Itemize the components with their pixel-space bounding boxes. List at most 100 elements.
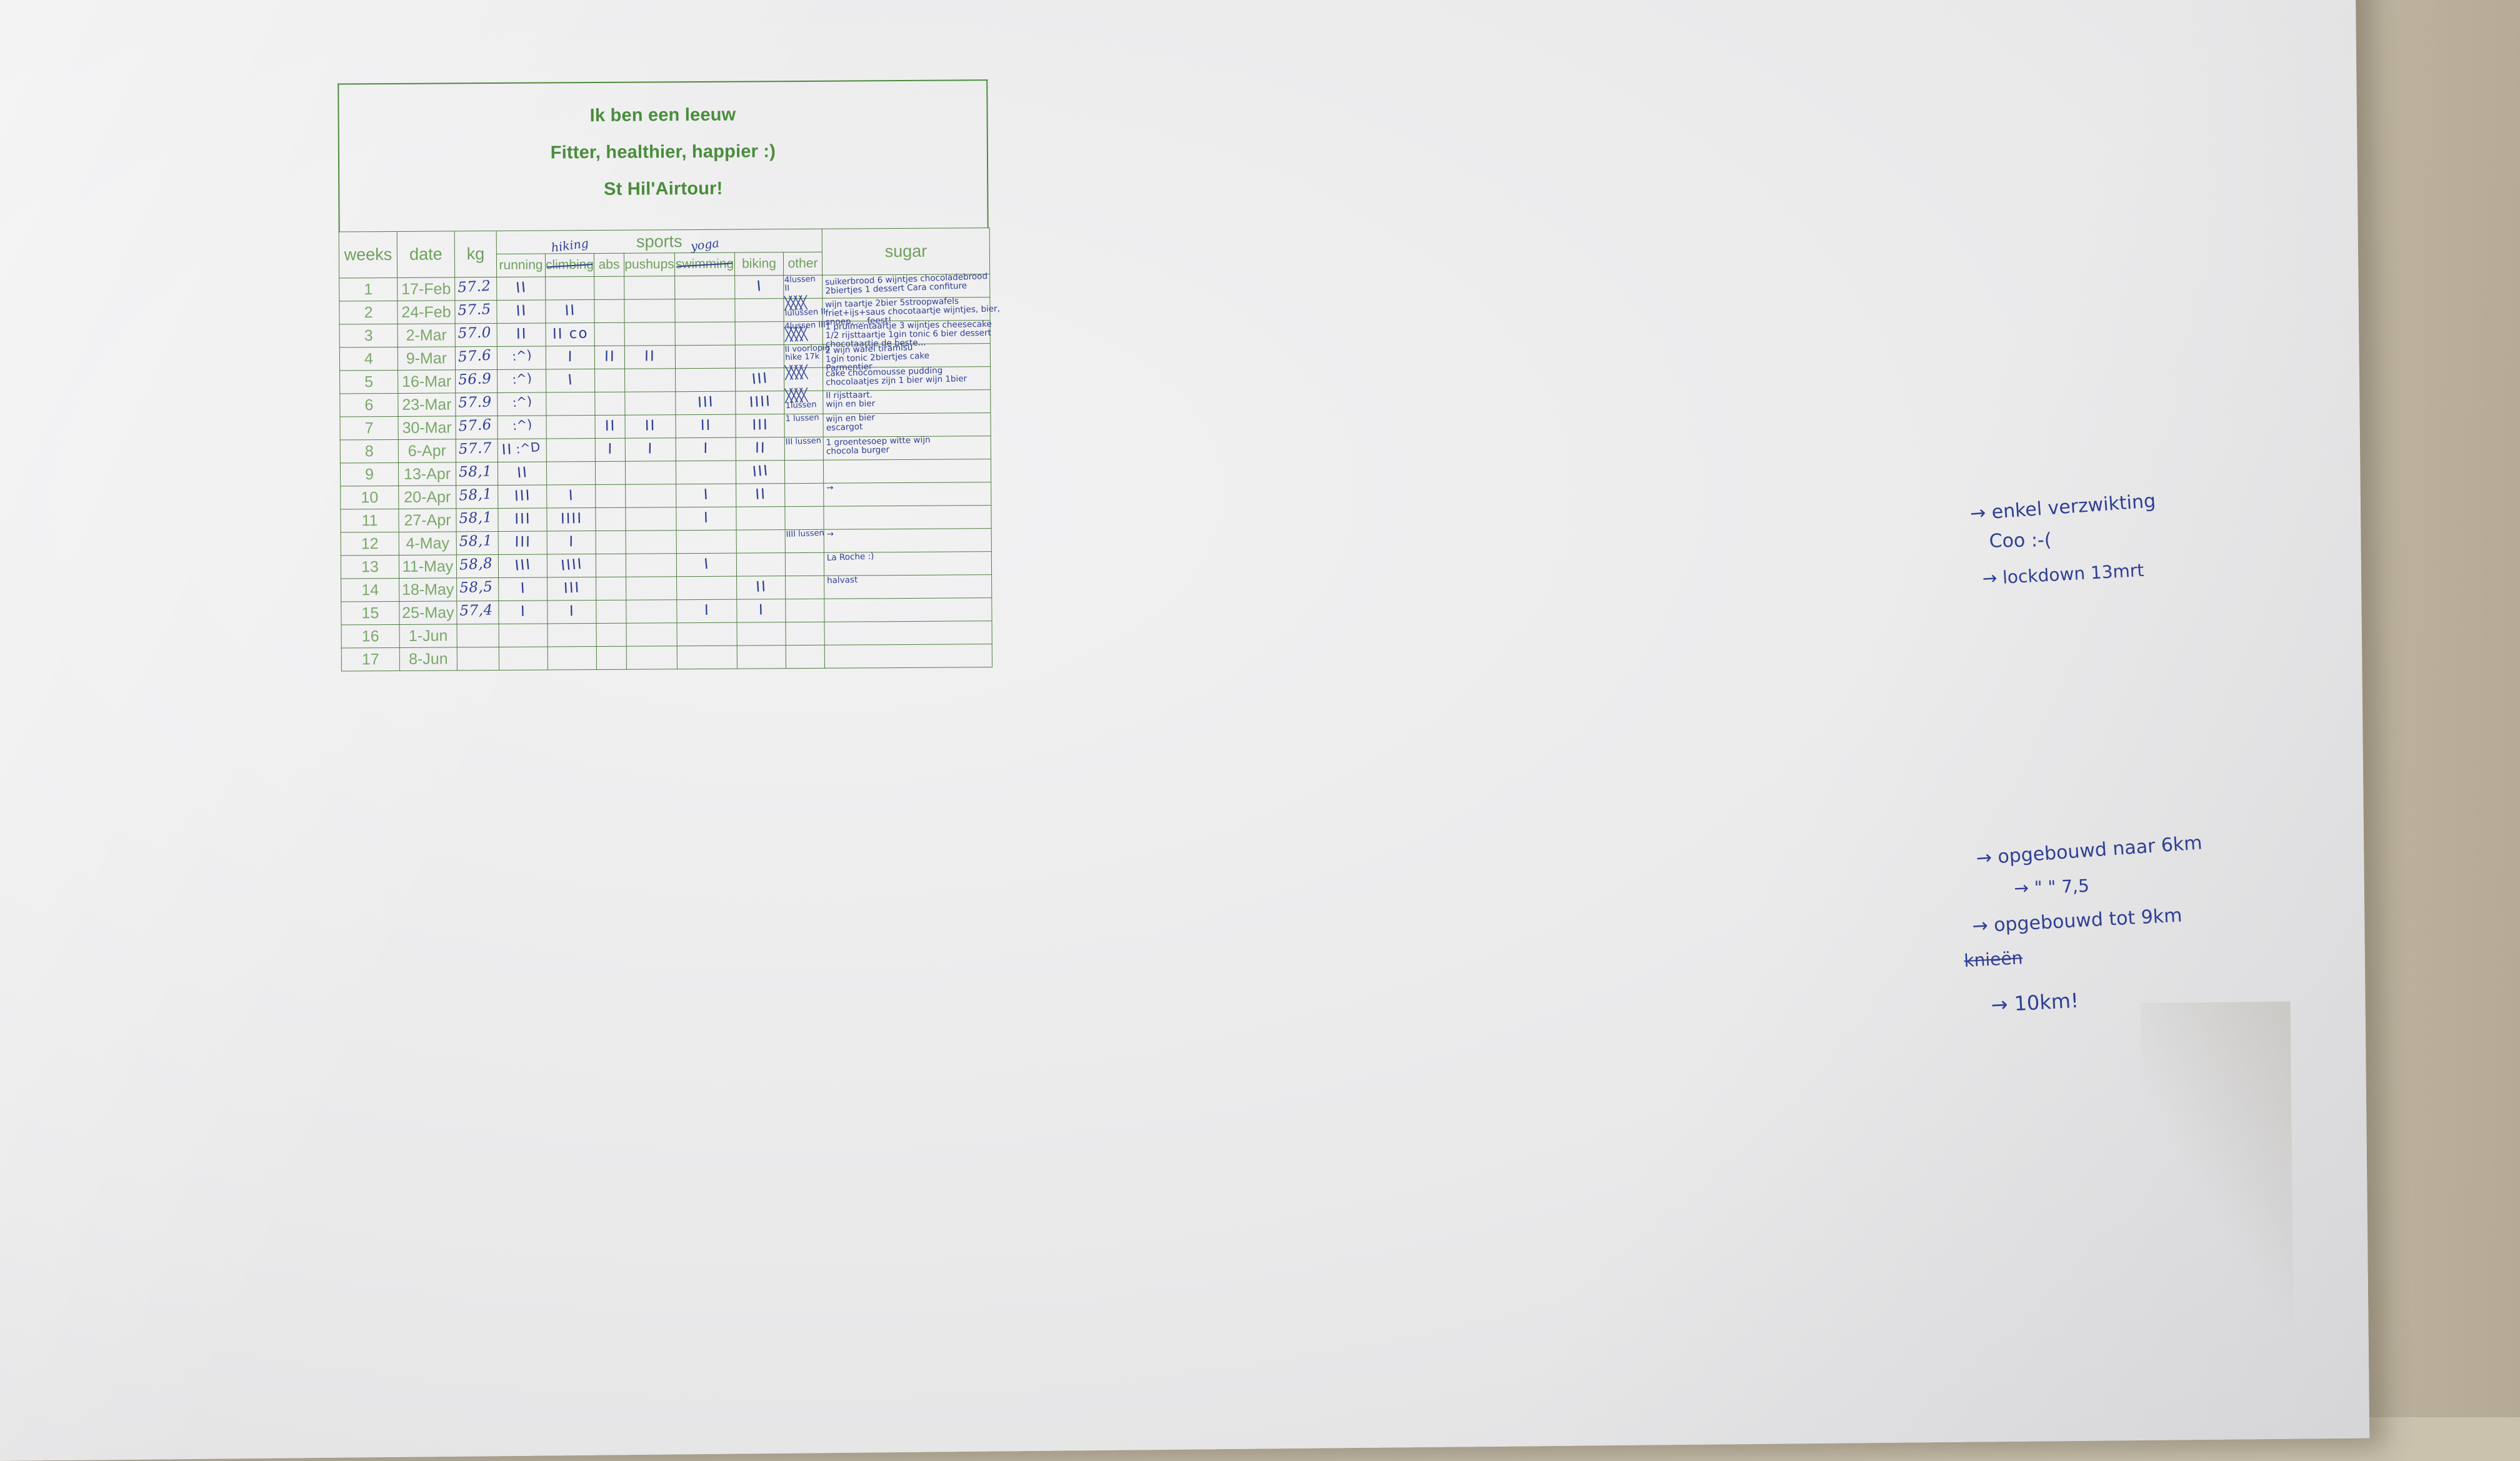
cell-sugar: 1 pruimentaartje 3 wijntjes cheesecake 1/… (822, 319, 992, 349)
cell-biking: II (736, 483, 785, 507)
cell-other (785, 576, 824, 599)
cell-biking (735, 321, 784, 346)
cell-swimming: I (676, 599, 738, 623)
handwritten-smiley-face: :^D (514, 439, 541, 457)
cell-other: ╳╳╳╳ lulussen II (783, 295, 826, 322)
cell-week: 12 (341, 532, 399, 556)
cell-kg (457, 647, 499, 671)
cell-other: IIII lussen (785, 529, 824, 553)
cell-other: ╳╳╳╳ 1lussen (784, 387, 824, 414)
cell-date: 8-Jun (399, 647, 458, 671)
handwritten-sugar-note: 1 groentesoep witte wijn chocola burger (826, 435, 931, 457)
cell-running: :^) (497, 416, 547, 439)
cell-pushups (624, 391, 676, 416)
handwritten-sugar-note: → (826, 482, 834, 493)
cell-sugar (823, 459, 991, 484)
cell-climbing: IIII (547, 554, 596, 577)
cell-running: I (498, 600, 548, 624)
cell-other (785, 552, 824, 576)
handwritten-kg-value: 57.6 (458, 416, 492, 435)
handwritten-tally: II (604, 417, 616, 435)
cell-swimming (675, 345, 736, 369)
handwritten-tally: II (755, 578, 768, 596)
cell-date: 18-May (399, 577, 457, 602)
handwritten-kg-value: 58,5 (459, 579, 493, 597)
cell-biking (737, 622, 786, 646)
cell-pushups (624, 322, 676, 346)
handwritten-sugar-note: cake chocomousse pudding chocolaatjes zij… (825, 366, 968, 388)
cell-running: :^) (497, 346, 546, 370)
cell-kg: 58,1 (456, 508, 499, 532)
cell-date: 6-Apr (398, 439, 456, 463)
cell-biking: III (735, 367, 784, 392)
handwritten-other-note: 4lussen II (784, 274, 816, 294)
group-header-sugar: sugar (822, 227, 990, 276)
cell-date: 11-May (399, 554, 457, 579)
cell-sugar: wijn en bier escargot (823, 412, 991, 437)
table-row: 14 18-May 58,5 I III II halvast (341, 574, 992, 602)
cell-kg: 57.5 (454, 300, 498, 324)
cell-other (786, 622, 825, 646)
cell-biking: III (735, 414, 785, 438)
handwritten-tally: III (696, 394, 714, 411)
cell-running: II (496, 277, 546, 301)
cell-swimming: II (675, 414, 736, 438)
handwritten-tally: I (648, 441, 654, 457)
cell-sugar: → (824, 528, 992, 553)
cell-week: 10 (340, 486, 399, 510)
cell-biking (736, 506, 786, 531)
cell-kg: 57.6 (455, 416, 498, 439)
handwritten-tally: II (564, 302, 576, 319)
handwritten-kg-value: 57.9 (458, 394, 492, 411)
handwritten-tally: I (702, 440, 709, 457)
handwritten-kg-value: 56.9 (458, 371, 492, 389)
cell-climbing (546, 415, 596, 439)
cell-abs (594, 322, 625, 346)
handwritten-tally: I (703, 509, 709, 527)
cell-biking: III (736, 460, 785, 484)
handwritten-sugar-note: halvast (826, 574, 858, 586)
table-row: 17 8-Jun (341, 644, 992, 672)
cell-sugar: 2 wijn wafel tiramisu 1gin tonic 2biertje… (822, 342, 991, 373)
cell-date: 23-Mar (398, 392, 456, 417)
col-header-weeks: weeks (339, 231, 398, 279)
cell-sugar (824, 644, 992, 669)
cell-other: III lussen (784, 436, 824, 461)
handwritten-tally: I (704, 602, 710, 619)
group-header-sports: sports (496, 229, 822, 254)
cell-climbing: I (546, 369, 595, 393)
handwritten-kg-value: 58,1 (458, 486, 493, 504)
cell-abs: I (595, 438, 626, 462)
cell-biking (736, 552, 786, 577)
cell-running: I (498, 577, 548, 601)
handwritten-tally: I (756, 278, 763, 295)
cell-sugar (824, 621, 992, 646)
cell-running (499, 623, 548, 647)
handwritten-tally: I (702, 556, 711, 573)
handwritten-tally: I (567, 349, 573, 366)
handwritten-kg-value: 58,1 (458, 509, 493, 527)
cell-pushups: II (624, 345, 676, 369)
cell-other: 1 lussen (784, 413, 824, 437)
cell-date: 20-Apr (398, 485, 456, 509)
handwritten-tally: I (520, 603, 526, 620)
cell-week: 9 (340, 462, 399, 487)
cell-date: 30-Mar (398, 416, 456, 440)
cell-kg (457, 624, 499, 647)
table-row: 16 1-Jun (341, 621, 992, 649)
cell-week: 7 (339, 416, 399, 441)
title-line-2: Fitter, healthier, happier :) (550, 141, 776, 163)
cell-date: 24-Feb (397, 300, 456, 324)
cell-climbing: III (547, 577, 596, 601)
cell-sugar: wijn taartje 2bier 5stroopwafels friet+ij… (822, 296, 1000, 327)
cell-climbing: II (545, 299, 595, 324)
cell-other: 4lussen III ╳╳╳╳ (784, 321, 826, 345)
col-header-date: date (397, 231, 455, 278)
title-box: Ik ben een leeuw Fitter, healthier, happ… (338, 79, 989, 232)
table-row: 8 6-Apr 57.7 II:^D I I I II III lussen 1 groentes… (340, 435, 991, 464)
cell-date: 25-May (399, 601, 458, 625)
cell-swimming: III (675, 391, 736, 415)
cell-kg: 58,1 (456, 531, 499, 555)
cell-kg: 57,4 (456, 601, 499, 624)
title-line-3: St Hil'Airtour! (604, 178, 723, 199)
